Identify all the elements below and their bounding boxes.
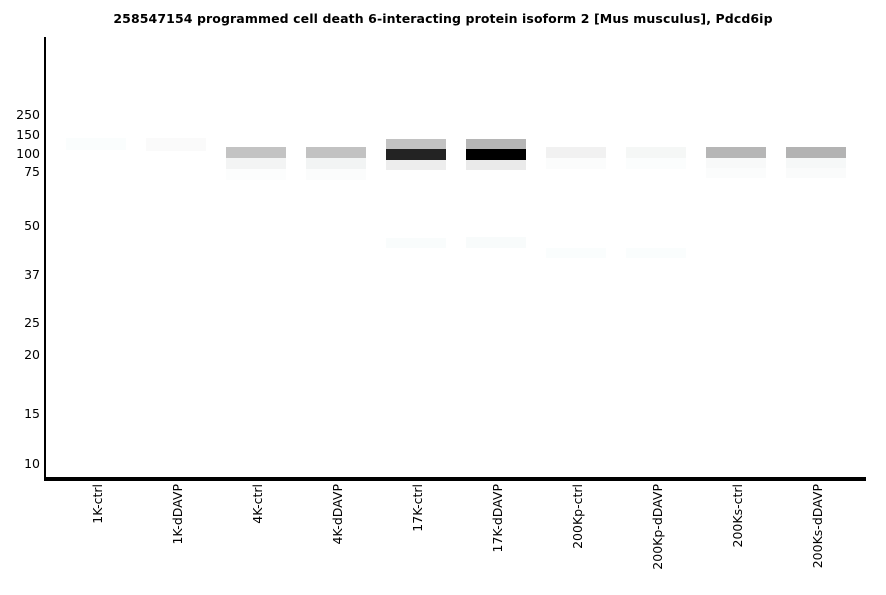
- blot-band: [226, 158, 286, 169]
- blot-band: [386, 160, 446, 170]
- blot-band: [546, 248, 606, 258]
- y-tick-label: 20: [24, 346, 40, 362]
- blot-band: [626, 147, 686, 158]
- y-tick-label: 250: [16, 106, 40, 122]
- blot-band: [386, 149, 446, 160]
- blot-band: [706, 158, 766, 168]
- blot-band: [306, 169, 366, 180]
- lane-label: 4K-dDAVP: [329, 484, 345, 545]
- y-tick-label: 15: [24, 405, 40, 421]
- blot-band: [546, 158, 606, 169]
- x-axis-line: [44, 477, 866, 481]
- blot-band: [626, 158, 686, 169]
- lane-label: 1K-ctrl: [89, 484, 105, 524]
- y-axis-line: [44, 37, 46, 481]
- y-tick-label: 150: [16, 126, 40, 142]
- lane-label: 200Ks-dDAVP: [809, 484, 825, 569]
- y-tick-label: 25: [24, 314, 40, 330]
- y-tick-label: 100: [16, 145, 40, 161]
- lane-label: 4K-ctrl: [249, 484, 265, 524]
- chart-title: 258547154 programmed cell death 6-intera…: [113, 11, 773, 26]
- blot-band: [146, 138, 206, 151]
- blot-band: [546, 147, 606, 158]
- blot-band: [226, 169, 286, 180]
- y-tick-label: 10: [24, 455, 40, 471]
- blot-band: [466, 160, 526, 170]
- blot-band: [786, 147, 846, 158]
- blot-band: [706, 168, 766, 178]
- lane-label: 17K-dDAVP: [489, 484, 505, 553]
- y-tick-label: 37: [24, 266, 40, 282]
- blot-band: [66, 138, 126, 150]
- blot-band: [706, 147, 766, 158]
- blot-band: [226, 147, 286, 158]
- y-tick-label: 75: [24, 163, 40, 179]
- lane-label: 200Kp-ctrl: [569, 484, 585, 549]
- blot-band: [466, 237, 526, 248]
- y-tick-label: 50: [24, 217, 40, 233]
- blot-band: [786, 168, 846, 178]
- blot-band: [466, 139, 526, 149]
- blot-band: [466, 149, 526, 160]
- blot-band: [386, 238, 446, 248]
- lane-label: 1K-dDAVP: [169, 484, 185, 545]
- lane-label: 17K-ctrl: [409, 484, 425, 532]
- lane-label: 200Ks-ctrl: [729, 484, 745, 548]
- lane-label: 200Kp-dDAVP: [649, 484, 665, 570]
- blot-band: [306, 158, 366, 169]
- blot-band: [386, 139, 446, 149]
- blot-band: [306, 147, 366, 158]
- blot-band: [786, 158, 846, 168]
- blot-band: [626, 248, 686, 258]
